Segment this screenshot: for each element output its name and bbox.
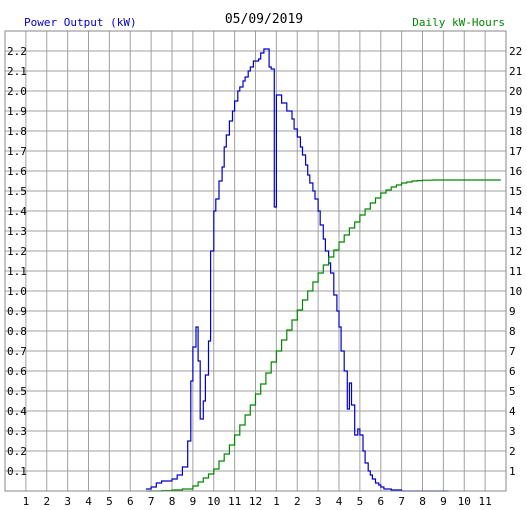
- power-output-line: [145, 48, 449, 492]
- x-tick-label: 7: [398, 495, 405, 508]
- right-tick-label: 16: [509, 165, 522, 178]
- left-tick-label: 0.5: [7, 385, 27, 398]
- right-tick-label: 2: [509, 445, 516, 458]
- left-tick-label: 2.2: [7, 45, 27, 58]
- daily-kwh-line: [145, 179, 501, 492]
- left-tick-label: 1.9: [7, 105, 27, 118]
- left-tick-label: 1.2: [7, 245, 27, 258]
- left-tick-label: 1.6: [7, 165, 27, 178]
- left-axis-label: Power Output (kW): [24, 16, 137, 29]
- x-tick-label: 8: [419, 495, 426, 508]
- left-tick-label: 0.4: [7, 405, 27, 418]
- left-tick-label: 0.2: [7, 445, 27, 458]
- right-tick-label: 20: [509, 85, 522, 98]
- right-tick-label: 21: [509, 65, 522, 78]
- left-tick-label: 0.9: [7, 305, 27, 318]
- right-tick-label: 17: [509, 145, 522, 158]
- chart-title: 05/09/2019: [225, 12, 303, 27]
- x-tick-label: 6: [127, 495, 134, 508]
- x-tick-label: 9: [190, 495, 197, 508]
- left-tick-label: 0.6: [7, 365, 27, 378]
- x-tick-label: 6: [377, 495, 384, 508]
- right-tick-label: 14: [509, 205, 523, 218]
- left-tick-label: 1.7: [7, 145, 27, 158]
- x-tick-label: 3: [64, 495, 71, 508]
- x-tick-label: 4: [336, 495, 343, 508]
- left-tick-label: 2.0: [7, 85, 27, 98]
- right-tick-label: 5: [509, 385, 516, 398]
- x-tick-label: 1: [23, 495, 30, 508]
- x-tick-label: 11: [228, 495, 241, 508]
- x-tick-label: 7: [148, 495, 155, 508]
- right-axis-label: Daily kW-Hours: [412, 16, 505, 29]
- x-tick-label: 2: [43, 495, 50, 508]
- x-tick-label: 10: [207, 495, 220, 508]
- right-tick-label: 7: [509, 345, 516, 358]
- x-tick-label: 3: [315, 495, 322, 508]
- x-tick-label: 5: [106, 495, 113, 508]
- x-tick-label: 8: [169, 495, 176, 508]
- right-tick-label: 11: [509, 265, 522, 278]
- right-tick-label: 6: [509, 365, 516, 378]
- right-tick-label: 22: [509, 45, 522, 58]
- right-tick-label: 8: [509, 325, 516, 338]
- right-tick-label: 15: [509, 185, 522, 198]
- tick-labels: 1 2 3 4 5 6 7 8 9 10 11 12 1 2 3 4 5 6 7 8 9 10 110.10.20.30.4…: [7, 45, 523, 508]
- x-tick-label: 4: [85, 495, 92, 508]
- right-tick-label: 9: [509, 305, 516, 318]
- left-tick-label: 1.8: [7, 125, 27, 138]
- left-tick-label: 1.5: [7, 185, 27, 198]
- left-tick-label: 1.4: [7, 205, 27, 218]
- right-tick-label: 3: [509, 425, 516, 438]
- x-tick-label: 10: [458, 495, 471, 508]
- left-tick-label: 1.0: [7, 285, 27, 298]
- x-tick-label: 12: [249, 495, 262, 508]
- x-tick-label: 1: [273, 495, 280, 508]
- left-tick-label: 0.7: [7, 345, 27, 358]
- right-tick-label: 10: [509, 285, 522, 298]
- grid: [5, 31, 506, 491]
- left-tick-label: 0.1: [7, 465, 27, 478]
- x-tick-label: 5: [357, 495, 364, 508]
- series: [145, 48, 501, 492]
- plot-frame: [4, 30, 507, 492]
- x-tick-label: 2: [294, 495, 301, 508]
- left-tick-label: 1.3: [7, 225, 27, 238]
- left-tick-label: 1.1: [7, 265, 27, 278]
- right-tick-label: 13: [509, 225, 522, 238]
- right-tick-label: 4: [509, 405, 516, 418]
- right-tick-label: 12: [509, 245, 522, 258]
- x-tick-label: 11: [479, 495, 492, 508]
- x-tick-label: 9: [440, 495, 447, 508]
- left-tick-label: 0.3: [7, 425, 27, 438]
- right-tick-label: 19: [509, 105, 522, 118]
- left-tick-label: 0.8: [7, 325, 27, 338]
- left-tick-label: 2.1: [7, 65, 27, 78]
- right-tick-label: 1: [509, 465, 516, 478]
- right-tick-label: 18: [509, 125, 522, 138]
